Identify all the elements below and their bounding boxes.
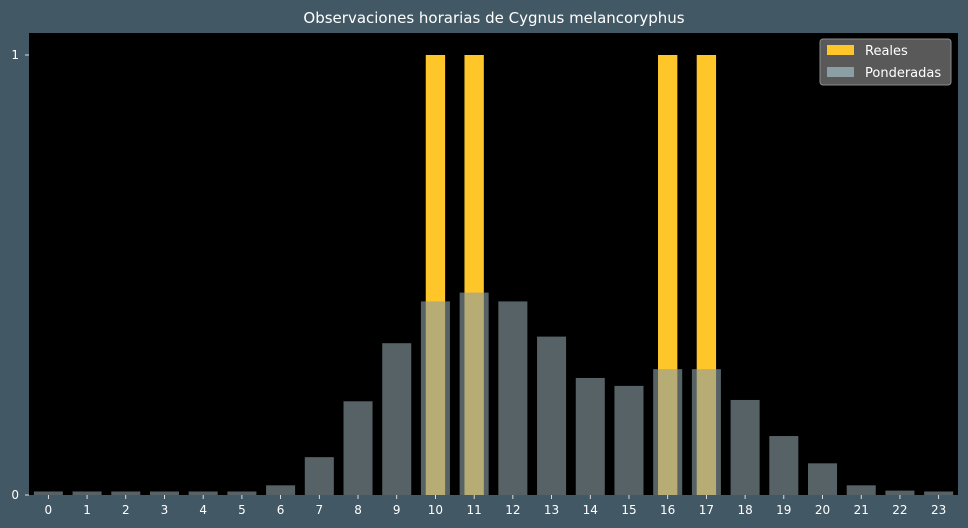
bar-ponderadas-5 — [227, 491, 257, 495]
x-tick-label: 14 — [583, 503, 598, 517]
x-tick-label: 17 — [699, 503, 714, 517]
x-tick-label: 23 — [931, 503, 946, 517]
x-tick-label: 16 — [660, 503, 675, 517]
x-tick-label: 9 — [393, 503, 401, 517]
bar-ponderadas-4 — [188, 491, 218, 495]
bar-ponderadas-9 — [382, 343, 412, 495]
x-tick-label: 20 — [815, 503, 830, 517]
bar-ponderadas-15 — [614, 385, 644, 495]
x-tick-label: 5 — [238, 503, 246, 517]
bar-ponderadas-13 — [537, 336, 567, 495]
x-tick-label: 7 — [315, 503, 323, 517]
x-tick-label: 11 — [467, 503, 482, 517]
x-tick-label: 13 — [544, 503, 559, 517]
bar-ponderadas-8 — [343, 401, 373, 495]
y-tick-label: 1 — [11, 48, 19, 62]
bar-ponderadas-17 — [691, 369, 721, 495]
legend-swatch-reales — [827, 45, 854, 55]
x-tick-label: 10 — [428, 503, 443, 517]
x-tick-label: 19 — [776, 503, 791, 517]
x-tick-label: 22 — [892, 503, 907, 517]
bar-ponderadas-2 — [111, 491, 141, 495]
bar-ponderadas-16 — [653, 369, 683, 495]
x-tick-label: 4 — [199, 503, 207, 517]
x-tick-label: 6 — [277, 503, 285, 517]
plot-area — [29, 33, 958, 495]
bar-ponderadas-10 — [420, 301, 450, 495]
bar-ponderadas-12 — [498, 301, 528, 495]
bar-ponderadas-19 — [769, 436, 799, 495]
bar-ponderadas-1 — [72, 491, 102, 495]
legend-swatch-ponderadas — [827, 67, 854, 77]
bar-ponderadas-14 — [575, 377, 605, 495]
x-tick-label: 8 — [354, 503, 362, 517]
bar-ponderadas-20 — [808, 463, 838, 495]
bar-ponderadas-18 — [730, 399, 760, 495]
x-tick-label: 1 — [83, 503, 91, 517]
x-tick-label: 0 — [45, 503, 53, 517]
legend-label-ponderadas: Ponderadas — [865, 66, 941, 81]
bar-ponderadas-23 — [924, 491, 954, 495]
x-tick-label: 12 — [505, 503, 520, 517]
legend: Reales Ponderadas — [819, 38, 952, 86]
bar-ponderadas-6 — [266, 485, 296, 495]
x-tick-label: 15 — [621, 503, 636, 517]
x-tick-label: 2 — [122, 503, 130, 517]
bar-ponderadas-11 — [459, 292, 489, 495]
bar-ponderadas-21 — [846, 485, 876, 495]
legend-label-reales: Reales — [865, 44, 908, 59]
bar-ponderadas-22 — [885, 490, 915, 495]
bar-ponderadas-0 — [33, 491, 63, 495]
bar-ponderadas-7 — [304, 457, 334, 495]
bar-ponderadas-3 — [149, 491, 179, 495]
x-tick-label: 21 — [854, 503, 869, 517]
x-tick-label: 3 — [161, 503, 169, 517]
chart-title: Observaciones horarias de Cygnus melanco… — [303, 9, 684, 27]
x-tick-label: 18 — [737, 503, 752, 517]
y-tick-label: 0 — [11, 488, 19, 502]
